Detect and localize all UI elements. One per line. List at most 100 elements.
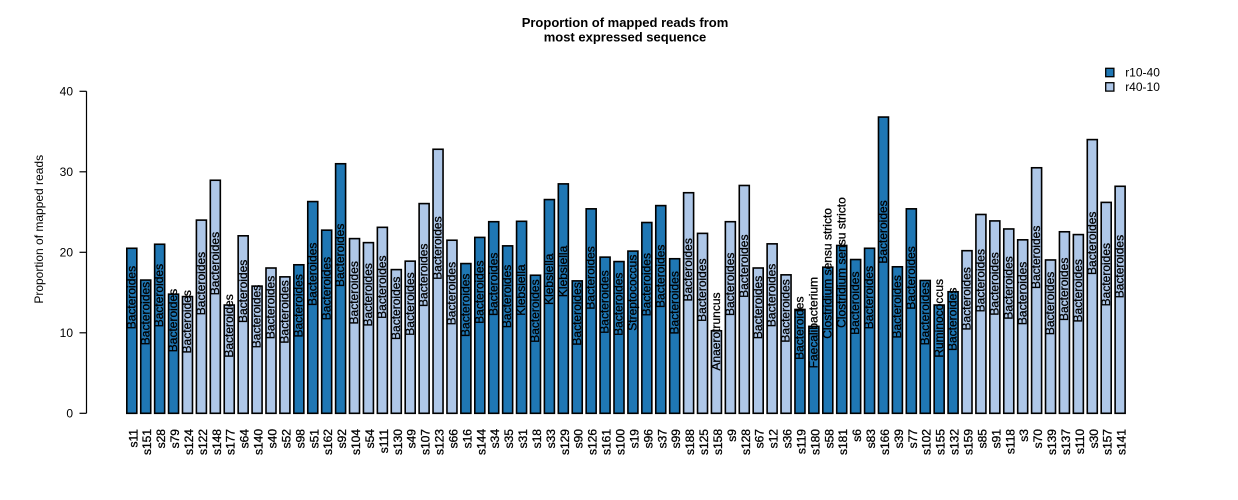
svg-text:s90: s90: [572, 429, 586, 449]
svg-text:s128: s128: [739, 429, 753, 455]
svg-text:s67: s67: [753, 429, 767, 449]
svg-text:s83: s83: [864, 429, 878, 449]
svg-text:s155: s155: [934, 429, 948, 455]
svg-text:0: 0: [66, 407, 73, 421]
svg-text:s125: s125: [697, 429, 711, 455]
svg-text:30: 30: [60, 165, 74, 179]
svg-text:s157: s157: [1101, 429, 1115, 455]
svg-text:Bacteroides: Bacteroides: [584, 246, 598, 309]
svg-text:Bacteroides: Bacteroides: [667, 271, 681, 334]
svg-text:r10-40: r10-40: [1125, 65, 1160, 79]
svg-text:s30: s30: [1087, 429, 1101, 449]
svg-text:Bacteroides: Bacteroides: [612, 273, 626, 336]
svg-text:Anaerotruncus: Anaerotruncus: [709, 292, 723, 370]
svg-text:Bacteroides: Bacteroides: [264, 276, 278, 339]
svg-text:s3: s3: [1017, 429, 1031, 442]
svg-text:s91: s91: [989, 429, 1003, 449]
svg-text:s144: s144: [474, 429, 488, 455]
svg-text:s6: s6: [850, 429, 864, 442]
svg-text:Bacteroides: Bacteroides: [152, 264, 166, 327]
svg-text:40: 40: [60, 85, 74, 99]
svg-text:s130: s130: [391, 429, 405, 455]
svg-text:Bacteroides: Bacteroides: [723, 253, 737, 316]
svg-text:s104: s104: [349, 429, 363, 455]
svg-text:Bacteroides: Bacteroides: [361, 263, 375, 326]
svg-text:Streptococcus: Streptococcus: [626, 255, 640, 331]
svg-text:s141: s141: [1115, 429, 1129, 455]
svg-text:s102: s102: [920, 429, 934, 455]
svg-text:Bacteroides: Bacteroides: [737, 235, 751, 298]
svg-text:Ruminococcus: Ruminococcus: [932, 279, 946, 358]
svg-text:s16: s16: [460, 429, 474, 449]
svg-text:s111: s111: [377, 429, 391, 454]
svg-text:Bacteroides: Bacteroides: [138, 282, 152, 345]
svg-text:Bacteroides: Bacteroides: [862, 266, 876, 329]
svg-text:Bacteroides: Bacteroides: [486, 253, 500, 316]
svg-text:Bacteroides: Bacteroides: [1001, 256, 1015, 319]
svg-text:Clostridium sensu stricto: Clostridium sensu stricto: [820, 208, 834, 339]
svg-text:Bacteroides: Bacteroides: [528, 279, 542, 342]
svg-text:s66: s66: [446, 429, 460, 449]
svg-text:s96: s96: [641, 429, 655, 449]
svg-text:Bacteroides: Bacteroides: [1113, 235, 1127, 298]
svg-text:r40-10: r40-10: [1125, 80, 1160, 94]
svg-text:s58: s58: [822, 429, 836, 449]
svg-text:Bacteroides: Bacteroides: [751, 276, 765, 339]
svg-text:s124: s124: [182, 429, 196, 455]
svg-text:Bacteroides: Bacteroides: [431, 216, 445, 279]
svg-text:s129: s129: [558, 429, 572, 455]
svg-text:s79: s79: [168, 429, 182, 449]
svg-text:Bacteroides: Bacteroides: [681, 238, 695, 301]
svg-text:Clostridium sensu stricto: Clostridium sensu stricto: [834, 197, 848, 328]
svg-text:s9: s9: [725, 429, 739, 442]
svg-text:Bacteroides: Bacteroides: [1029, 226, 1043, 289]
svg-text:s180: s180: [808, 429, 822, 455]
svg-text:s177: s177: [224, 429, 238, 455]
svg-text:Bacteroides: Bacteroides: [960, 267, 974, 330]
svg-text:Bacteroides: Bacteroides: [389, 277, 403, 340]
svg-text:Klebsiella: Klebsiella: [514, 264, 528, 316]
svg-text:Bacteroides: Bacteroides: [1085, 212, 1099, 275]
svg-text:Proportion of mapped reads: Proportion of mapped reads: [32, 155, 46, 304]
svg-text:Bacteroides: Bacteroides: [333, 224, 347, 287]
svg-text:s151: s151: [140, 429, 154, 455]
svg-text:s39: s39: [892, 429, 906, 449]
svg-text:s140: s140: [252, 429, 266, 455]
svg-text:Bacteroides: Bacteroides: [918, 282, 932, 345]
svg-text:Bacteroides: Bacteroides: [472, 260, 486, 323]
svg-text:s36: s36: [781, 429, 795, 449]
svg-text:s126: s126: [586, 429, 600, 455]
svg-text:Bacteroides: Bacteroides: [974, 249, 988, 312]
svg-text:s188: s188: [683, 429, 697, 455]
svg-text:s64: s64: [238, 429, 252, 449]
svg-text:s107: s107: [419, 429, 433, 455]
svg-text:Proportion of mapped reads fro: Proportion of mapped reads from: [522, 15, 729, 30]
svg-text:Bacteroides: Bacteroides: [946, 288, 960, 351]
svg-text:s37: s37: [655, 429, 669, 449]
svg-text:s137: s137: [1059, 429, 1073, 455]
svg-text:s132: s132: [948, 429, 962, 455]
svg-text:Bacteroides: Bacteroides: [417, 244, 431, 307]
svg-text:Bacteroides: Bacteroides: [222, 294, 236, 357]
svg-text:s19: s19: [627, 429, 641, 449]
svg-text:Bacteroides: Bacteroides: [319, 257, 333, 320]
svg-text:Bacteroides: Bacteroides: [458, 274, 472, 337]
svg-text:Bacteroides: Bacteroides: [375, 255, 389, 318]
svg-text:Bacteroides: Bacteroides: [500, 265, 514, 328]
svg-text:Bacteroides: Bacteroides: [890, 275, 904, 338]
svg-text:Bacteroides: Bacteroides: [653, 245, 667, 308]
svg-text:s18: s18: [530, 429, 544, 449]
svg-text:Bacteroides: Bacteroides: [1015, 262, 1029, 325]
svg-text:Bacteroides: Bacteroides: [848, 272, 862, 335]
svg-text:Faecalibacterium: Faecalibacterium: [806, 277, 820, 368]
svg-text:Bacteroides: Bacteroides: [987, 252, 1001, 315]
svg-text:Bacteroides: Bacteroides: [291, 274, 305, 337]
svg-text:Bacteroides: Bacteroides: [208, 232, 222, 295]
svg-text:Bacteroides: Bacteroides: [779, 279, 793, 342]
svg-text:Bacteroides: Bacteroides: [166, 289, 180, 352]
svg-text:s159: s159: [962, 429, 976, 455]
svg-text:s40: s40: [266, 429, 280, 449]
svg-text:Bacteroides: Bacteroides: [598, 270, 612, 333]
svg-text:Bacteroides: Bacteroides: [1099, 243, 1113, 306]
svg-text:20: 20: [60, 246, 74, 260]
